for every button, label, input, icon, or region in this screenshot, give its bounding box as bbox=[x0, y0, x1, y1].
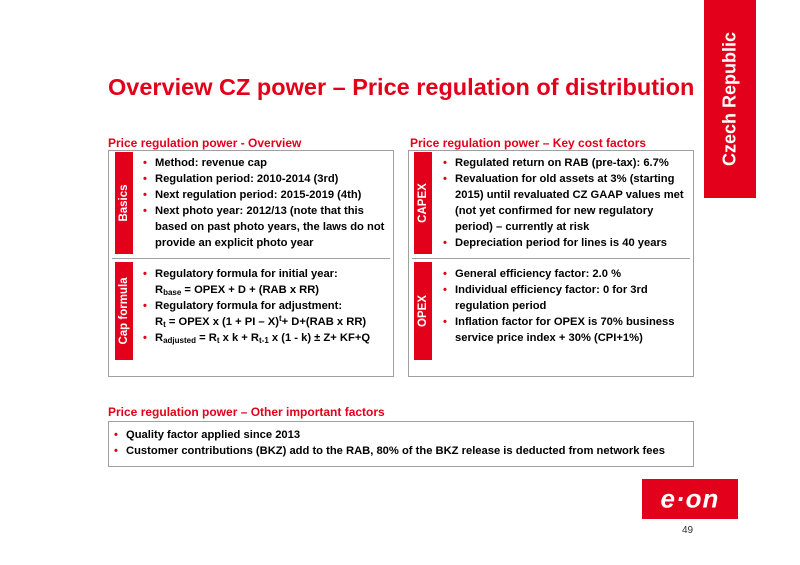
formula-base: Rbase = OPEX + D + (RAB x RR) bbox=[155, 284, 320, 297]
bottom-heading: Price regulation power – Other important… bbox=[108, 405, 385, 419]
basics-label: Basics bbox=[115, 152, 133, 254]
list-item: Quality factor applied since 2013 bbox=[114, 427, 690, 443]
list-item: Regulatory formula for initial year: Rba… bbox=[143, 266, 391, 298]
list-item: General efficiency factor: 2.0 % bbox=[443, 266, 689, 282]
list-item: Individual efficiency factor: 0 for 3rd … bbox=[443, 282, 689, 314]
right-heading: Price regulation power – Key cost factor… bbox=[410, 136, 647, 150]
formula-adjustment: Rt = OPEX x (1 + PI – X)t+ D+(RAB x RR) bbox=[155, 314, 367, 329]
list-item: Customer contributions (BKZ) add to the … bbox=[114, 443, 690, 459]
left-divider bbox=[112, 258, 390, 259]
capex-label: CAPEX bbox=[414, 152, 432, 254]
basics-list: Method: revenue cap Regulation period: 2… bbox=[143, 155, 388, 251]
list-item: Regulatory formula for adjustment: Rt = … bbox=[143, 298, 391, 330]
list-item: Inflation factor for OPEX is 70% busines… bbox=[443, 314, 689, 346]
list-item: Regulation period: 2010-2014 (3rd) bbox=[143, 171, 388, 187]
opex-list: General efficiency factor: 2.0 % Individ… bbox=[443, 266, 689, 346]
list-item: Next regulation period: 2015-2019 (4th) bbox=[143, 187, 388, 203]
list-item: Next photo year: 2012/13 (note that this… bbox=[143, 203, 388, 251]
country-tab-label: Czech Republic bbox=[719, 31, 740, 167]
eon-logo: e·on bbox=[642, 479, 738, 519]
page-number: 49 bbox=[682, 525, 694, 536]
list-item: Radjusted = Rt x k + Rt-1 x (1 - k) ± Z+… bbox=[143, 330, 391, 346]
list-item: Revaluation for old assets at 3% (starti… bbox=[443, 171, 689, 235]
cap-formula-label: Cap formula bbox=[115, 262, 133, 360]
bottom-list: Quality factor applied since 2013 Custom… bbox=[114, 427, 690, 459]
list-item: Regulated return on RAB (pre-tax): 6.7% bbox=[443, 155, 689, 171]
left-heading: Price regulation power - Overview bbox=[108, 136, 302, 150]
list-item: Method: revenue cap bbox=[143, 155, 388, 171]
capex-list: Regulated return on RAB (pre-tax): 6.7% … bbox=[443, 155, 689, 251]
right-divider bbox=[412, 258, 690, 259]
page-title: Overview CZ power – Price regulation of … bbox=[108, 74, 695, 100]
cap-formula-list: Regulatory formula for initial year: Rba… bbox=[143, 266, 391, 346]
list-item: Depreciation period for lines is 40 year… bbox=[443, 235, 689, 251]
opex-label: OPEX bbox=[414, 262, 432, 360]
formula-adjusted: Radjusted = Rt x k + Rt-1 x (1 - k) ± Z+… bbox=[155, 332, 371, 345]
country-tab: Czech Republic bbox=[704, 0, 756, 198]
